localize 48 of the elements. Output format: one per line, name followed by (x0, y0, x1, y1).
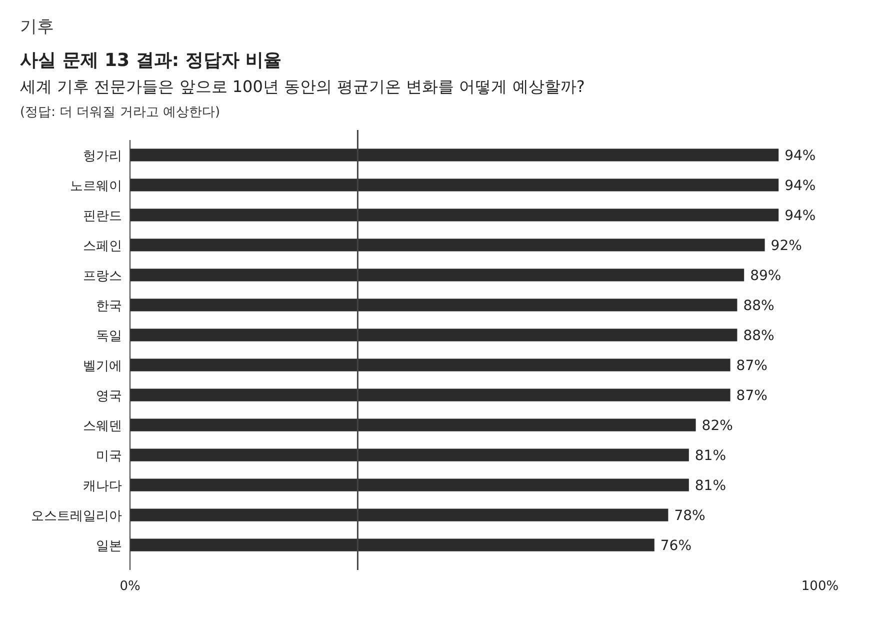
data-label: 88% (743, 328, 774, 344)
data-label: 94% (784, 148, 816, 164)
y-tick-label: 핀란드 (83, 209, 122, 224)
text: 기후 (20, 17, 54, 37)
chart-subtitle: 세계 기후 전문가들은 앞으로 100년 동안의 평균기온 변화를 어떻게 예상할까? (20, 77, 585, 96)
data-label: 89% (750, 268, 782, 284)
bar (130, 268, 744, 282)
chart-title: 사실 문제 13 결과: 정답자 비율 (20, 50, 282, 71)
y-tick-label: 스페인 (83, 239, 122, 254)
bar (130, 388, 730, 402)
data-label: 92% (770, 238, 802, 254)
y-tick-label: 프랑스 (83, 269, 122, 284)
bar (130, 298, 738, 312)
y-tick-label: 한국 (96, 299, 122, 314)
bar (130, 208, 779, 222)
y-tick-label: 노르웨이 (70, 179, 122, 194)
data-label: 87% (736, 358, 768, 374)
y-tick-label: 독일 (96, 329, 122, 344)
bar (130, 148, 779, 162)
bar (130, 358, 730, 372)
bar (130, 178, 779, 192)
y-tick-label: 벨기에 (83, 359, 122, 374)
y-tick-label: 영국 (96, 389, 122, 404)
data-label: 94% (784, 178, 816, 194)
bar (130, 508, 668, 522)
data-label: 87% (736, 388, 768, 404)
bar (130, 328, 738, 342)
data-label: 88% (743, 298, 774, 314)
data-label: 78% (674, 508, 706, 524)
y-tick-label: 일본 (96, 539, 122, 554)
x-tick-label: 0% (120, 579, 140, 594)
text: (정답: 더 더워질 거라고 예상한다) (20, 105, 220, 120)
bar (130, 478, 689, 492)
data-label: 81% (694, 478, 726, 494)
y-tick-label: 캐나다 (83, 479, 122, 494)
data-label: 76% (660, 538, 692, 554)
x-tick-label: 100% (801, 579, 839, 594)
y-tick-label: 헝가리 (83, 149, 122, 164)
bar (130, 418, 696, 432)
bar (130, 238, 765, 252)
data-label: 81% (694, 448, 726, 464)
y-tick-label: 스웨덴 (83, 419, 122, 434)
bar (130, 448, 689, 462)
y-tick-label: 오스트레일리아 (31, 509, 122, 524)
data-label: 94% (784, 208, 816, 224)
bar (130, 538, 654, 552)
y-tick-label: 미국 (96, 449, 122, 464)
data-label: 82% (702, 418, 733, 434)
